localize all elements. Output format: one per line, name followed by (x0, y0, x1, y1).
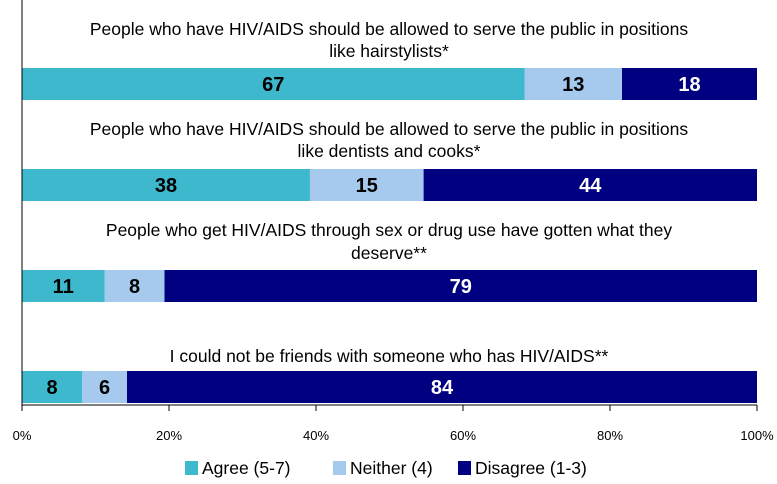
legend-swatch (185, 461, 198, 475)
data-label: 84 (431, 377, 454, 399)
bar-segment (22, 169, 310, 201)
x-tick-label: 60% (450, 428, 476, 443)
statement-label: People who have HIV/AIDS should be allow… (90, 19, 689, 39)
bar-segment (524, 68, 622, 100)
bar-segment (22, 68, 525, 100)
bar-segment (423, 169, 757, 201)
legend-swatch (458, 461, 471, 475)
data-label: 38 (155, 175, 177, 197)
data-label: 13 (562, 74, 584, 96)
bar-segment (309, 169, 424, 201)
data-label: 18 (678, 74, 700, 96)
legend-swatch (333, 461, 346, 475)
statement-labels: People who have HIV/AIDS should be allow… (90, 19, 689, 366)
statement-label: People who have HIV/AIDS should be allow… (90, 119, 689, 139)
statement-label: like dentists and cooks* (298, 141, 481, 161)
data-label: 6 (99, 377, 110, 399)
data-label: 44 (579, 175, 602, 197)
legend-label: Neither (4) (350, 458, 433, 478)
data-label: 79 (450, 276, 472, 298)
x-tick-label: 40% (303, 428, 329, 443)
statement-label: like hairstylists* (329, 41, 449, 61)
bar-segment (22, 371, 82, 403)
axes: 0% 20% 40% 60% 80% 100% (13, 0, 774, 443)
bar-segment (622, 68, 757, 100)
legend-label: Agree (5-7) (202, 458, 291, 478)
statement-label: deserve** (351, 243, 427, 263)
bar-segment (127, 371, 757, 403)
bar-segment (104, 270, 165, 302)
data-label: 67 (262, 74, 284, 96)
bar-segment (82, 371, 127, 403)
legend-label: Disagree (1-3) (475, 458, 587, 478)
data-label: 11 (53, 276, 74, 298)
statement-label: I could not be friends with someone who … (170, 346, 609, 366)
x-tick-label: 0% (13, 428, 32, 443)
statement-label: People who get HIV/AIDS through sex or d… (106, 220, 672, 240)
x-tick-label: 20% (156, 428, 182, 443)
data-label: 8 (129, 276, 140, 298)
data-label: 8 (46, 377, 57, 399)
bar-segment (22, 270, 105, 302)
data-label: 15 (356, 175, 378, 197)
x-tick-label: 100% (740, 428, 774, 443)
legend: Agree (5-7) Neither (4) Disagree (1-3) (185, 458, 587, 478)
x-tick-label: 80% (597, 428, 623, 443)
bars: 67 13 18 38 15 44 11 8 79 8 6 84 (22, 68, 757, 403)
bar-segment (164, 270, 757, 302)
